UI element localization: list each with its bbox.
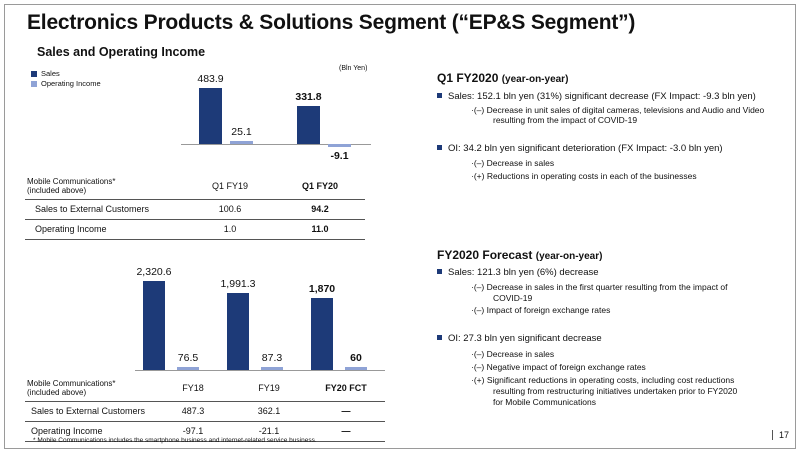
bar-oi	[261, 366, 283, 370]
bar-sales-label: 2,320.6	[136, 265, 172, 278]
table-row: Operating Income -97.1 -21.1 —	[25, 420, 385, 442]
legend-sales-label: Sales	[41, 69, 60, 78]
table-row: Sales to External Customers 487.3 362.1 …	[25, 400, 385, 421]
fc-oi-sub3: ·(+) Significant reductions in operating…	[471, 375, 735, 385]
q1-oi-sub2: ·(+) Reductions in operating costs in ea…	[471, 171, 697, 181]
q1-sales-text: Sales: 152.1 bln yen (31%) significant d…	[437, 91, 756, 103]
table-fy-head-col3: FY20 FCT	[325, 382, 367, 393]
table-q1-head-col1: Q1 FY19	[211, 180, 249, 191]
bullet-icon	[437, 335, 442, 340]
bar-sales-label: 331.8	[295, 90, 322, 103]
bar-oi-label: 25.1	[231, 126, 252, 138]
bullet-icon	[437, 93, 442, 98]
bar-oi	[345, 367, 367, 370]
bar-sales	[199, 88, 222, 144]
table-cell: Sales to External Customers	[25, 400, 155, 421]
bullet-icon	[437, 269, 442, 274]
table-q1: Mobile Communications* (included above) Q…	[25, 173, 365, 240]
bar-sales-label: 1,991.3	[220, 278, 256, 291]
bar-oi	[230, 141, 253, 144]
bar-sales	[311, 298, 333, 370]
footnote: * Mobile Communications includes the sma…	[33, 437, 317, 444]
bar-sales	[143, 280, 165, 370]
bar-oi-label: 76.5	[177, 352, 199, 364]
legend-oi-swatch	[31, 80, 37, 87]
table-fy-head-label: Mobile Communications* (included above)	[27, 378, 116, 397]
page-title: Electronics Products & Solutions Segment…	[27, 11, 636, 34]
legend-sales-swatch	[31, 70, 37, 77]
q1-oi-sub1: ·(–) Decrease in sales	[471, 158, 555, 168]
q1-oi-text: OI: 34.2 bln yen significant deteriorati…	[437, 143, 723, 155]
q1-sales-sub1: ·(–) Decrease in unit sales of digital c…	[471, 105, 765, 115]
q1-heading: Q1 FY2020 (year-on-year)	[437, 71, 569, 85]
table-cell: 94.2	[275, 198, 365, 219]
fc-sales-text: Sales: 121.3 bln yen (6%) decrease	[437, 267, 599, 279]
table-cell: 100.6	[185, 198, 275, 219]
table-cell: —	[307, 420, 385, 442]
unit-label: (Bln Yen)	[339, 65, 368, 72]
legend-oi-label: Operating Income	[41, 79, 101, 88]
fc-oi-sub5: for Mobile Communications	[493, 397, 596, 407]
bar-oi-label: 60	[350, 352, 362, 364]
slide: Electronics Products & Solutions Segment…	[4, 4, 796, 449]
section-subtitle: Sales and Operating Income	[37, 45, 206, 59]
fc-oi-text: OI: 27.3 bln yen significant decrease	[437, 333, 602, 345]
legend-sales: Sales	[31, 69, 60, 78]
fc-oi-sub4: resulting from restructuring initiatives…	[493, 386, 738, 396]
fc-oi-sub2: ·(–) Negative impact of foreign exchange…	[471, 362, 646, 372]
bar-sales-label: 483.9	[197, 73, 224, 86]
table-cell: 487.3	[155, 400, 231, 421]
bar-oi-label: 87.3	[261, 351, 283, 364]
fc-sales-sub3: ·(–) Impact of foreign exchange rates	[471, 305, 611, 315]
table-row: Operating Income 1.0 11.0	[25, 218, 365, 240]
fc-oi-sub1: ·(–) Decrease in sales	[471, 349, 555, 359]
q1-sales-sub2: resulting from the impact of COVID-19	[493, 115, 638, 125]
bar-sales-label: 1,870	[308, 283, 336, 295]
bar-oi	[328, 144, 351, 147]
chart1-axis	[181, 144, 371, 145]
table-cell: Operating Income	[25, 420, 155, 442]
table-fy-head-col2: FY19	[258, 382, 280, 393]
table-q1-head-label: Mobile Communications* (included above)	[27, 176, 116, 195]
bar-oi-label: -9.1	[330, 150, 349, 162]
table-cell: Sales to External Customers	[25, 198, 185, 219]
table-cell: 1.0	[185, 218, 275, 240]
bullet-icon	[437, 145, 442, 150]
bar-sales	[227, 293, 249, 370]
chart2-axis	[135, 370, 385, 371]
table-cell: -97.1	[155, 420, 231, 442]
table-cell: -21.1	[231, 420, 307, 442]
legend-oi: Operating Income	[31, 79, 101, 88]
table-cell: —	[307, 400, 385, 421]
bar-sales	[297, 105, 320, 144]
page-number: 17	[771, 430, 789, 440]
fc-sales-sub1: ·(–) Decrease in sales in the first quar…	[471, 282, 728, 292]
fc-sales-sub2: COVID-19	[493, 293, 533, 303]
table-cell: Operating Income	[25, 218, 185, 240]
table-row: Sales to External Customers 100.6 94.2	[25, 198, 365, 219]
table-cell: 362.1	[231, 400, 307, 421]
table-cell: 11.0	[275, 218, 365, 240]
table-fy: Mobile Communications* (included above) F…	[25, 375, 385, 442]
table-q1-head-col2: Q1 FY20	[301, 180, 339, 191]
fc-heading: FY2020 Forecast (year-on-year)	[437, 248, 603, 262]
table-fy-head-col1: FY18	[182, 382, 204, 393]
bar-oi	[177, 367, 199, 370]
